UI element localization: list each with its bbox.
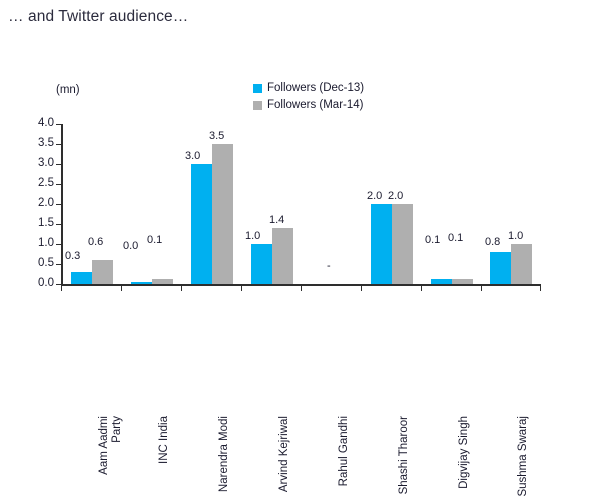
legend-item-followers-dec-13: Followers (Dec-13) [253, 82, 364, 95]
value-label-sushma-swaraj-dec-13: 0.8 [485, 236, 501, 248]
x-tick-6 [421, 285, 422, 291]
x-tick-2 [181, 285, 182, 291]
x-category-label-arvind-kejriwal: Arvind Kejriwal [278, 416, 290, 493]
x-category-label-aam-aadmi-party: Aam Aadmi Party [98, 416, 123, 475]
x-tick-7 [481, 285, 482, 291]
bar-inc-india-dec-13[interactable] [131, 282, 152, 284]
x-category-label-inc-india: INC India [158, 416, 170, 464]
bars-inc-india [122, 124, 182, 284]
y-tick-label-0-5: 0.5 [38, 257, 54, 269]
bars-rahul-gandhi [302, 124, 362, 284]
value-label-digvijay-singh-dec-13: 0.1 [425, 234, 441, 246]
bar-narendra-modi-dec-13[interactable] [191, 164, 212, 284]
bar-group-arvind-kejriwal: 1.0 1.4 [242, 124, 302, 284]
bars-digvijay-singh [422, 124, 482, 284]
bar-aam-aadmi-party-dec-13[interactable] [71, 272, 92, 284]
page-title: … and Twitter audience… [8, 8, 189, 25]
y-axis-line [61, 124, 63, 285]
x-tick-5 [361, 285, 362, 291]
y-tick-label-0-0: 0.0 [38, 277, 54, 289]
value-label-inc-india-mar-14: 0.1 [147, 234, 163, 246]
bars-sushma-swaraj [482, 124, 540, 284]
bars-shashi-tharoor [362, 124, 422, 284]
y-axis-unit-label: (mn) [56, 84, 80, 96]
value-label-rahul-gandhi-dec-13: - [327, 260, 331, 272]
bars-aam-aadmi-party [62, 124, 122, 284]
value-label-inc-india-dec-13: 0.0 [123, 240, 139, 252]
bar-arvind-kejriwal-mar-14[interactable] [272, 228, 293, 284]
x-category-label-sushma-swaraj: Sushma Swaraj [517, 416, 529, 497]
value-label-arvind-kejriwal-mar-14: 1.4 [269, 214, 285, 226]
value-label-arvind-kejriwal-dec-13: 1.0 [245, 230, 261, 242]
bar-group-digvijay-singh: 0.1 0.1 [422, 124, 482, 284]
value-label-digvijay-singh-mar-14: 0.1 [448, 232, 464, 244]
y-tick-label-2-5: 2.5 [38, 177, 54, 189]
legend-label-dec-13: Followers (Dec-13) [267, 82, 365, 94]
x-category-label-digvijay-singh: Digvijay Singh [458, 416, 470, 489]
x-tick-4 [301, 285, 302, 291]
x-tick-3 [241, 285, 242, 291]
bar-group-aam-aadmi-party: 0.3 0.6 [62, 124, 122, 284]
legend-item-followers-mar-14: Followers (Mar-14) [253, 99, 364, 112]
value-label-narendra-modi-mar-14: 3.5 [209, 130, 225, 142]
bar-sushma-swaraj-mar-14[interactable] [511, 244, 532, 284]
bar-digvijay-singh-mar-14[interactable] [452, 279, 473, 284]
bar-group-sushma-swaraj: 0.8 1.0 [482, 124, 540, 284]
y-tick-label-3-0: 3.0 [38, 157, 54, 169]
bar-aam-aadmi-party-mar-14[interactable] [92, 260, 113, 284]
legend-label-mar-14: Followers (Mar-14) [267, 99, 364, 111]
x-category-label-rahul-gandhi: Rahul Gandhi [338, 416, 350, 487]
bar-shashi-tharoor-dec-13[interactable] [371, 204, 392, 284]
value-label-sushma-swaraj-mar-14: 1.0 [508, 230, 524, 242]
x-category-label-narendra-modi: Narendra Modi [218, 416, 230, 493]
y-tick-label-3-5: 3.5 [38, 137, 54, 149]
bars-narendra-modi [182, 124, 242, 284]
x-tick-8 [540, 285, 541, 291]
x-tick-0 [61, 285, 62, 291]
bar-group-shashi-tharoor: 2.0 2.0 [362, 124, 422, 284]
plot-area: 4.0 3.5 3.0 2.5 2.0 1.5 1.0 0.5 0.0 0.3 … [38, 117, 541, 497]
bar-group-rahul-gandhi: - [302, 124, 362, 284]
value-label-narendra-modi-dec-13: 3.0 [185, 150, 201, 162]
bar-digvijay-singh-dec-13[interactable] [431, 279, 452, 284]
value-label-aam-aadmi-party-mar-14: 0.6 [88, 236, 104, 248]
value-label-aam-aadmi-party-dec-13: 0.3 [65, 250, 81, 262]
bar-group-narendra-modi: 3.0 3.5 [182, 124, 242, 284]
value-label-shashi-tharoor-mar-14: 2.0 [388, 190, 404, 202]
chart-legend: Followers (Dec-13) Followers (Mar-14) [253, 82, 364, 112]
bars-arvind-kejriwal [242, 124, 302, 284]
legend-swatch-dec-13 [253, 84, 262, 93]
y-tick-label-1-5: 1.5 [38, 217, 54, 229]
y-tick-label-1-0: 1.0 [38, 237, 54, 249]
bar-group-inc-india: 0.0 0.1 [122, 124, 182, 284]
x-category-label-shashi-tharoor: Shashi Tharoor [398, 416, 410, 495]
bar-inc-india-mar-14[interactable] [152, 279, 173, 284]
bar-shashi-tharoor-mar-14[interactable] [392, 204, 413, 284]
legend-swatch-mar-14 [253, 101, 262, 110]
x-tick-1 [121, 285, 122, 291]
y-tick-label-2-0: 2.0 [38, 197, 54, 209]
y-tick-label-4-0: 4.0 [38, 117, 54, 129]
bar-arvind-kejriwal-dec-13[interactable] [251, 244, 272, 284]
value-label-shashi-tharoor-dec-13: 2.0 [367, 190, 383, 202]
bar-narendra-modi-mar-14[interactable] [212, 144, 233, 284]
bar-sushma-swaraj-dec-13[interactable] [490, 252, 511, 284]
twitter-followers-bar-chart: (mn) Followers (Dec-13) Followers (Mar-1… [38, 82, 541, 497]
